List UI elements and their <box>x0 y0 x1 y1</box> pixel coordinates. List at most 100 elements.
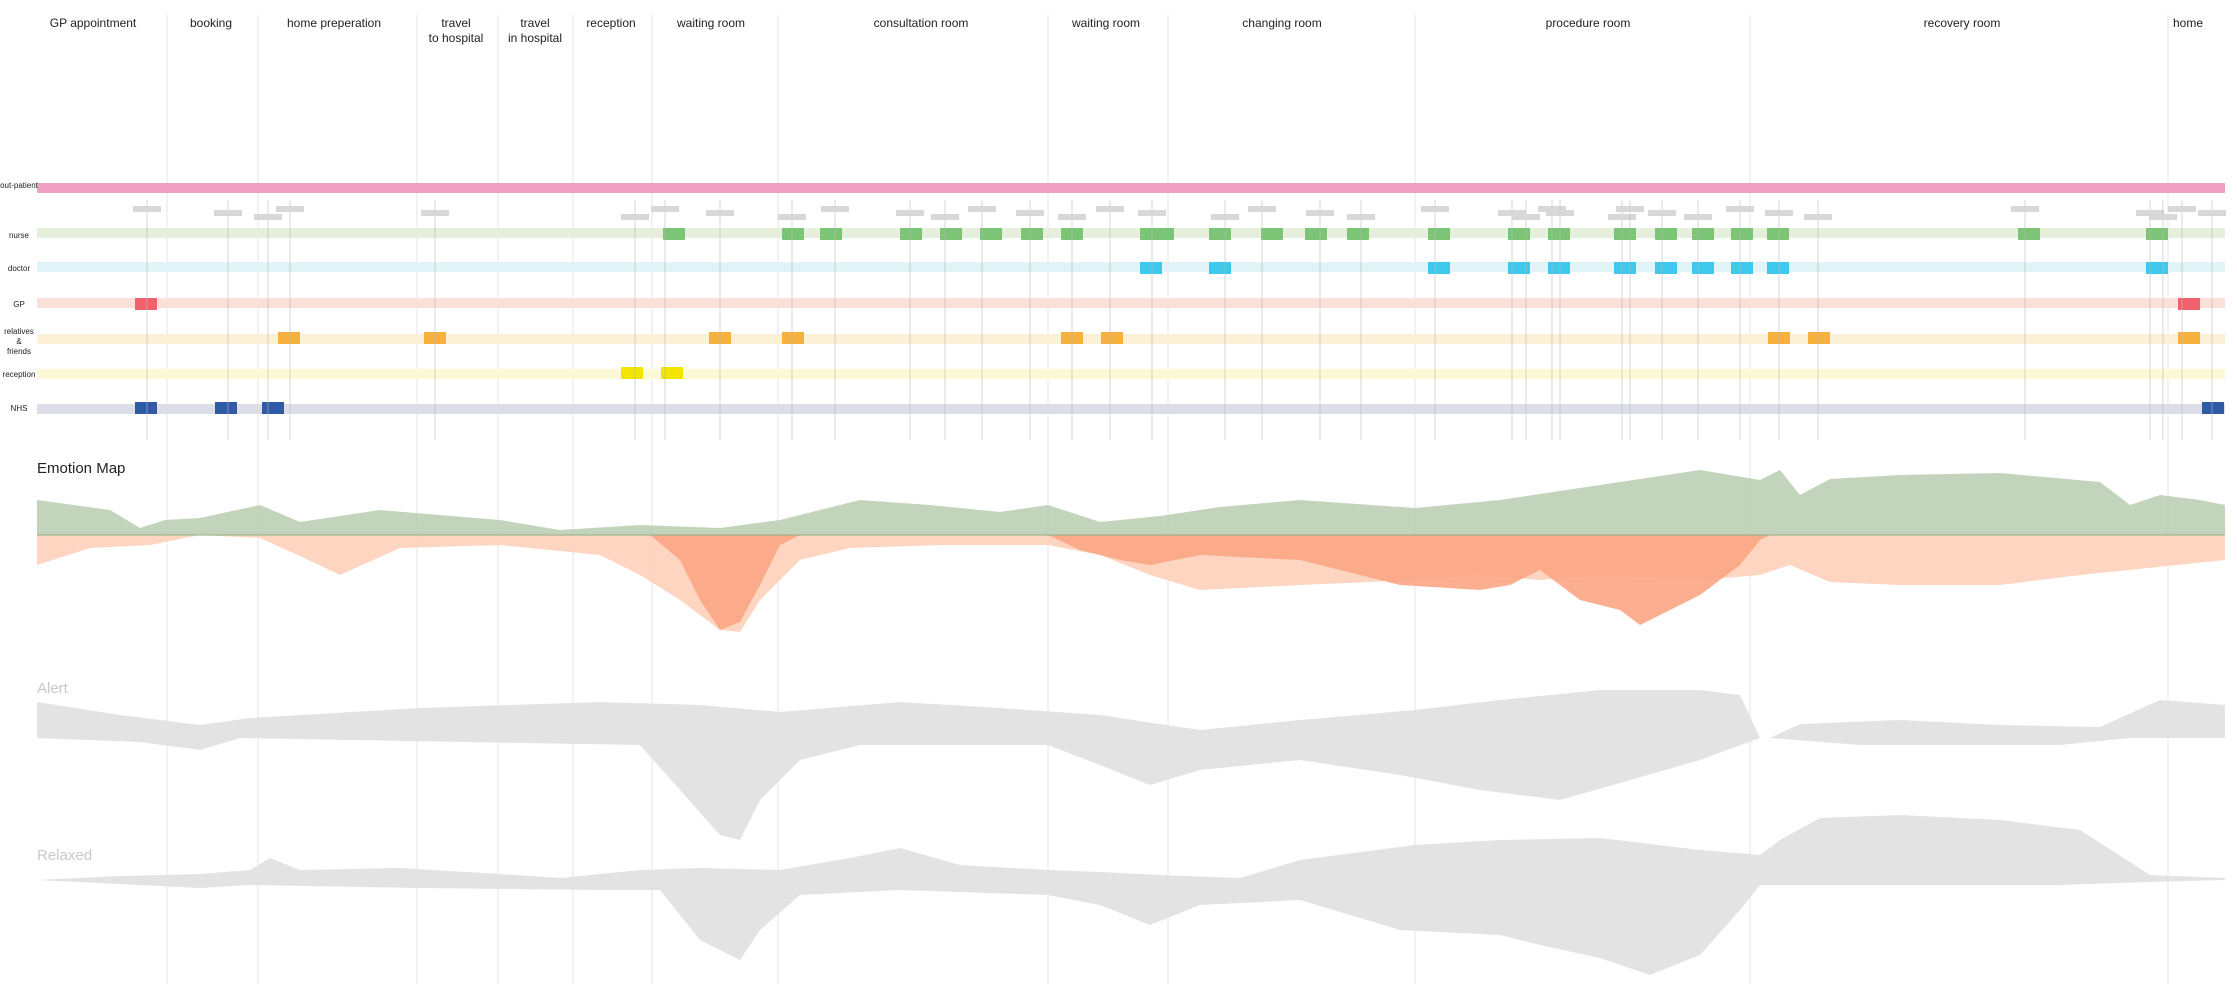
annotation-note-15 <box>1058 214 1086 220</box>
stage-headers: GP appointment booking home preperation … <box>0 0 2237 60</box>
swimlane-band-5 <box>37 334 2225 344</box>
emotion-negative-area-strong-1 <box>650 535 800 630</box>
annotation-note-17 <box>1138 210 1166 216</box>
touchpoint-gp-1 <box>135 298 157 310</box>
touchpoint-doctor-9 <box>1731 262 1753 274</box>
lane-label-gp: GP <box>13 300 25 309</box>
relaxed-title: Relaxed <box>37 847 93 864</box>
stage-waiting-room: waiting room <box>676 16 746 30</box>
stage-waiting-room-2: waiting room <box>1071 16 1141 30</box>
annotation-note-24 <box>1512 214 1540 220</box>
touchpoint-doctor-6 <box>1614 262 1636 274</box>
lane-label-out-patient: out-patient <box>0 181 38 190</box>
touchpoint-nurse-10 <box>1152 228 1174 240</box>
swimlane-band-2 <box>37 228 2225 238</box>
lane-labels: out-patient nurse doctor GP relatives & … <box>0 0 40 984</box>
touchpoint-nurse-19 <box>1655 228 1677 240</box>
annotation-note-21 <box>1347 214 1375 220</box>
touchpoint-nurse-23 <box>2018 228 2040 240</box>
touchpoint-nurse-24 <box>2146 228 2168 240</box>
annotation-note-18 <box>1211 214 1239 220</box>
touchpoint-nurse-1 <box>663 228 685 240</box>
annotation-note-20 <box>1306 210 1334 216</box>
touchpoint-doctor-5 <box>1548 262 1570 274</box>
annotation-note-14 <box>1016 210 1044 216</box>
touchpoint-nhs-3 <box>262 402 284 414</box>
touchpoint-doctor-11 <box>2146 262 2168 274</box>
touchpoint-nurse-13 <box>1305 228 1327 240</box>
annotation-note-36 <box>2149 214 2177 220</box>
touchpoint-nurse-16 <box>1508 228 1530 240</box>
stage-consultation-room: consultation room <box>873 16 969 30</box>
annotation-note-27 <box>1608 214 1636 220</box>
annotation-note-26 <box>1546 210 1574 216</box>
annotation-note-16 <box>1096 206 1124 212</box>
emotion-negative-area-strong-2 <box>1048 535 1770 625</box>
touchpoint-nurse-3 <box>820 228 842 240</box>
stage-gp-appointment: GP appointment <box>49 16 137 30</box>
annotation-note-35 <box>2136 210 2164 216</box>
alert-title: Alert <box>37 680 68 697</box>
touchpoint-relatives-6 <box>1101 332 1123 344</box>
stage-booking: booking <box>189 16 233 30</box>
annotation-note-7 <box>651 206 679 212</box>
touchpoint-nurse-2 <box>782 228 804 240</box>
alert-area-bottom-right <box>1770 738 2130 745</box>
lane-label-reception: reception <box>2 370 36 379</box>
touchpoint-doctor-3 <box>1428 262 1450 274</box>
swimlane-band-3 <box>37 262 2225 272</box>
lane-label-nhs: NHS <box>10 404 28 413</box>
touchpoint-relatives-1 <box>278 332 300 344</box>
stage-travel-to-hospital: travel to hospital <box>428 16 484 45</box>
annotation-note-29 <box>1648 210 1676 216</box>
emotion-positive-area <box>37 470 2225 535</box>
alert-area-top <box>37 690 1760 738</box>
touchpoint-doctor-4 <box>1508 262 1530 274</box>
annotation-note-1 <box>133 206 161 212</box>
touchpoint-nurse-11 <box>1209 228 1231 240</box>
stage-home: home <box>2172 16 2204 30</box>
touchpoint-doctor-2 <box>1209 262 1231 274</box>
touchpoint-relatives-9 <box>2178 332 2200 344</box>
annotation-note-25 <box>1538 206 1566 212</box>
stage-procedure-room: procedure room <box>1545 16 1631 30</box>
annotation-note-12 <box>931 214 959 220</box>
touchpoint-nhs-1 <box>135 402 157 414</box>
touchpoint-nurse-15 <box>1428 228 1450 240</box>
annotation-note-8 <box>706 210 734 216</box>
annotation-note-23 <box>1498 210 1526 216</box>
annotation-note-22 <box>1421 206 1449 212</box>
swimlane-band-4 <box>37 298 2225 308</box>
annotation-note-3 <box>254 214 282 220</box>
touchpoint-nurse-18 <box>1614 228 1636 240</box>
touchpoint-doctor-7 <box>1655 262 1677 274</box>
annotation-note-9 <box>778 214 806 220</box>
swimlane-band-7 <box>37 404 2225 414</box>
stage-travel-in-hospital: travel in hospital <box>507 16 563 45</box>
stage-recovery-room: recovery room <box>1923 16 2001 30</box>
annotation-note-34 <box>2011 206 2039 212</box>
annotation-note-30 <box>1684 214 1712 220</box>
alert-area-top-right <box>1770 700 2225 738</box>
annotation-note-13 <box>968 206 996 212</box>
touchpoint-nurse-17 <box>1548 228 1570 240</box>
emotion-map-title: Emotion Map <box>37 460 126 477</box>
annotation-note-19 <box>1248 206 1276 212</box>
annotation-note-6 <box>621 214 649 220</box>
touchpoint-nurse-20 <box>1692 228 1714 240</box>
annotation-note-11 <box>896 210 924 216</box>
touchpoint-nurse-22 <box>1767 228 1789 240</box>
touchpoint-doctor-1 <box>1140 262 1162 274</box>
swimlane-band-1 <box>37 183 2225 193</box>
annotation-note-38 <box>2198 210 2226 216</box>
annotation-note-28 <box>1616 206 1644 212</box>
stage-reception: reception <box>586 16 636 30</box>
touchpoint-nurse-14 <box>1347 228 1369 240</box>
touchpoint-doctor-10 <box>1767 262 1789 274</box>
stage-home-preperation: home preperation <box>286 16 382 30</box>
touchpoint-doctor-8 <box>1692 262 1714 274</box>
annotation-note-37 <box>2168 206 2196 212</box>
touchpoint-nurse-6 <box>980 228 1002 240</box>
annotation-note-5 <box>421 210 449 216</box>
alert-area-bottom <box>37 738 1760 840</box>
